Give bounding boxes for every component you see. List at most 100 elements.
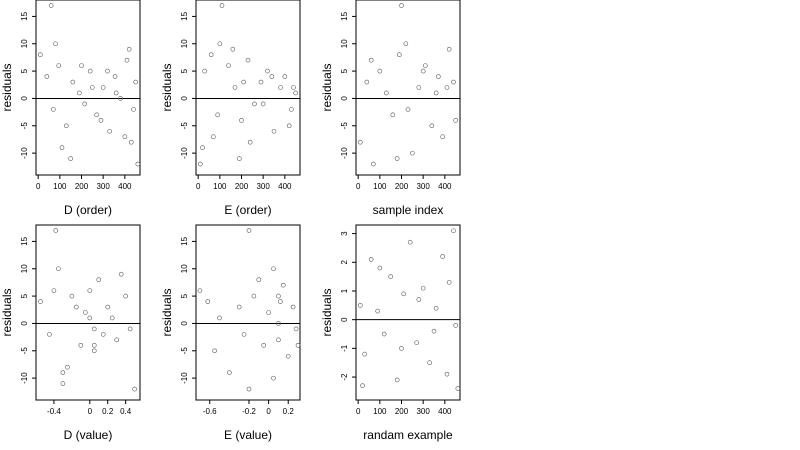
data-point (237, 156, 242, 161)
data-point (64, 123, 69, 129)
data-point (433, 305, 439, 311)
data-point (446, 46, 452, 52)
data-point (245, 57, 251, 63)
x-axis-label: D (value) (64, 428, 113, 442)
data-point (90, 85, 95, 90)
data-point (266, 310, 271, 315)
data-point (420, 68, 426, 74)
data-point (59, 145, 65, 150)
plot-frame (195, 0, 301, 176)
y-tick-label: 3 (340, 231, 349, 236)
data-point (440, 134, 445, 140)
data-point (358, 139, 363, 145)
data-point (278, 85, 283, 90)
x-tick-label: 300 (96, 182, 110, 191)
data-point (360, 383, 365, 388)
data-point (290, 304, 296, 310)
x-tick-label: 0 (36, 182, 41, 191)
x-tick-label: 200 (395, 407, 409, 416)
x-tick-label: 200 (75, 182, 89, 191)
data-point (91, 326, 97, 332)
data-point (227, 370, 232, 375)
y-tick-label: -10 (20, 372, 29, 384)
y-tick-label: 10 (180, 264, 189, 273)
data-point (446, 280, 452, 285)
y-axis-label: residuals (0, 288, 14, 336)
data-point (420, 285, 426, 291)
y-tick-label: 0 (180, 96, 189, 101)
data-point (444, 85, 450, 90)
x-tick-label: 0 (196, 182, 201, 191)
data-point (236, 304, 242, 310)
data-point (410, 150, 415, 156)
y-tick-label: 15 (340, 11, 349, 20)
data-point (60, 370, 66, 375)
data-point (399, 346, 404, 351)
y-tick-label: 15 (20, 236, 29, 245)
y-tick-label: 0 (340, 317, 349, 322)
data-point (401, 291, 406, 297)
plot-frame (35, 0, 141, 176)
y-tick-label: -5 (20, 347, 29, 355)
data-point (384, 90, 389, 96)
data-point (112, 74, 118, 79)
data-point (105, 304, 111, 310)
data-point (69, 293, 75, 299)
data-point (271, 266, 276, 272)
data-point (48, 3, 54, 8)
data-point (260, 101, 266, 107)
x-tick-label: 400 (118, 182, 132, 191)
x-tick-label: 400 (438, 182, 452, 191)
y-tick-label: 0 (180, 321, 189, 326)
data-point (358, 303, 363, 308)
data-point (453, 323, 458, 328)
panel-1: 0 100 200 300 400 -10 -5 0 5 10 15 D (order) residua… (0, 0, 141, 217)
y-tick-label: 10 (340, 39, 349, 48)
x-axis-label: E (order) (224, 203, 271, 217)
x-tick-label: 300 (256, 182, 270, 191)
data-point (293, 326, 299, 332)
data-point (100, 332, 106, 337)
data-point (293, 90, 298, 96)
data-point (212, 348, 217, 354)
data-point (247, 139, 253, 145)
x-tick-label: 300 (416, 182, 430, 191)
data-point (295, 343, 301, 348)
data-point (269, 74, 275, 79)
x-tick-label: 0 (88, 407, 93, 416)
x-tick-label: 0 (266, 407, 271, 416)
data-point (131, 107, 136, 112)
data-point (381, 331, 387, 337)
data-point (368, 257, 374, 262)
x-tick-label: 100 (373, 407, 387, 416)
x-axis-label: randam example (363, 428, 453, 442)
data-point (70, 79, 76, 85)
plot-frame (35, 224, 141, 401)
data-point (83, 310, 88, 315)
data-point (368, 57, 374, 63)
data-point (53, 228, 59, 233)
data-point (87, 288, 93, 293)
panel-3: 0 100 200 300 400 -10 -5 0 5 10 15 sample index resi… (320, 0, 461, 217)
data-point (211, 134, 216, 140)
y-tick-label: -10 (180, 372, 189, 384)
data-point (246, 386, 252, 392)
data-point (200, 145, 205, 150)
data-point (114, 337, 119, 343)
data-point (217, 41, 223, 47)
x-axis-label: D (order) (64, 203, 112, 217)
x-tick-label: 200 (395, 182, 409, 191)
y-tick-label: -5 (340, 122, 349, 130)
data-point (436, 74, 441, 79)
x-axis-label: E (value) (224, 428, 272, 442)
y-tick-label: 0 (20, 321, 29, 326)
data-point (51, 107, 56, 112)
data-point (197, 288, 203, 293)
data-point (123, 293, 128, 299)
data-point (416, 85, 422, 90)
y-tick-label: 1 (340, 288, 349, 293)
y-tick-label: -10 (20, 147, 29, 159)
y-tick-label: -10 (180, 147, 189, 159)
data-point (60, 381, 66, 386)
